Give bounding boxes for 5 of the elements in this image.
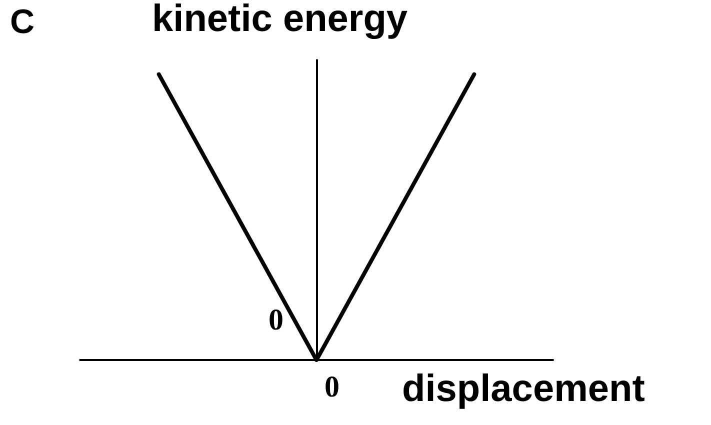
text: 0 — [324, 370, 340, 404]
y-axis-title: kinetic energy — [152, 0, 408, 40]
x-axis-title: displacement — [402, 368, 646, 410]
chart-title: C — [10, 3, 35, 41]
annotation: 0 — [268, 304, 284, 336]
